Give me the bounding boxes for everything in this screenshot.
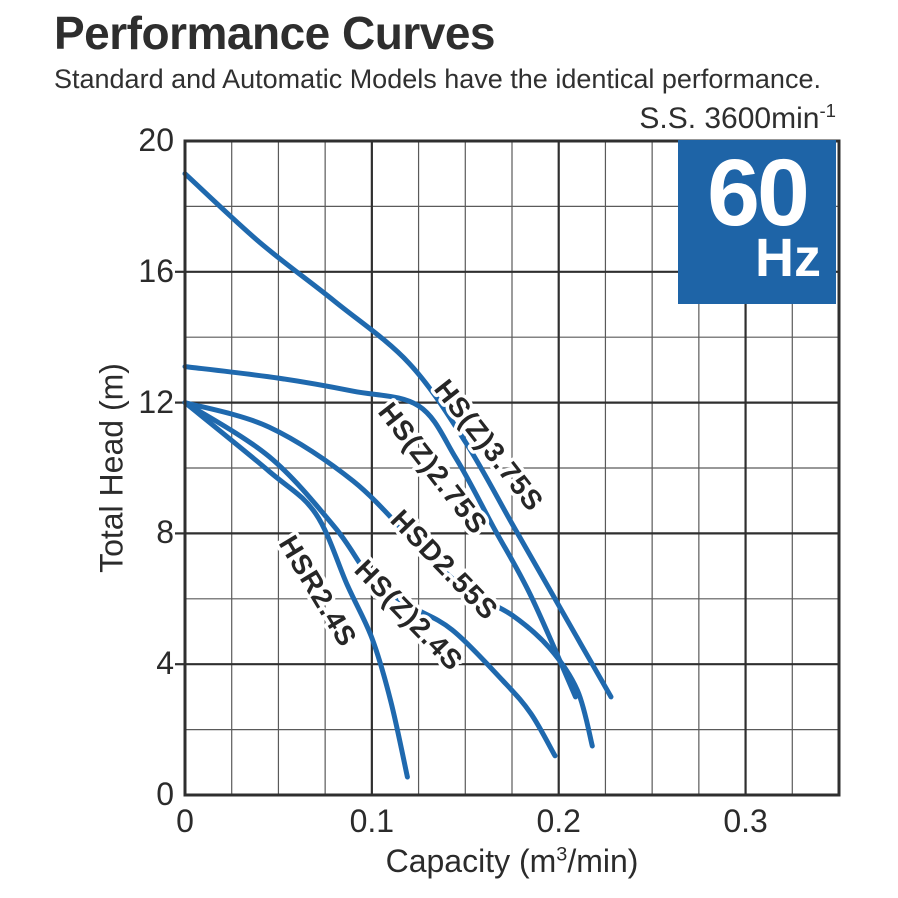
y-tick-label-16: 16 bbox=[138, 252, 174, 289]
plot-border bbox=[183, 139, 841, 797]
y-tick-label-8: 8 bbox=[156, 514, 174, 551]
curve-HSD2.55S bbox=[182, 400, 595, 749]
curve-HS(Z)2.4S bbox=[182, 400, 558, 759]
curve-HSR2.4S bbox=[182, 400, 410, 780]
x-axis-title-superscript: 3 bbox=[556, 843, 568, 866]
y-tick-label-4: 4 bbox=[156, 645, 174, 682]
hz-badge: 60 Hz bbox=[678, 140, 836, 304]
x-tick-label-0.2: 0.2 bbox=[536, 803, 581, 839]
x-axis-title: Capacity (m3/min) bbox=[185, 843, 839, 880]
speed-rating-text: S.S. 3600min bbox=[639, 102, 820, 135]
x-tick-label-0: 0 bbox=[176, 803, 194, 839]
hz-badge-value: 60 bbox=[707, 140, 810, 246]
y-tick-label-20: 20 bbox=[138, 122, 174, 158]
x-axis-title-suffix: /min) bbox=[567, 843, 639, 879]
page-title: Performance Curves bbox=[54, 7, 495, 59]
speed-rating-label: S.S. 3600min-1 bbox=[639, 100, 836, 136]
y-tick-label-0: 0 bbox=[156, 776, 174, 812]
page-subtitle: Standard and Automatic Models have the i… bbox=[54, 64, 821, 94]
y-tick-label-12: 12 bbox=[138, 383, 174, 420]
x-tick-label-0.1: 0.1 bbox=[349, 803, 395, 839]
curve-HS(Z)2.75S bbox=[182, 364, 578, 700]
x-axis-title-text: Capacity (m bbox=[385, 843, 557, 879]
y-axis-title: Total Head (m) bbox=[93, 363, 130, 573]
curve-HS(Z)3.75S bbox=[182, 171, 614, 700]
hz-badge-unit: Hz bbox=[755, 228, 821, 289]
speed-rating-superscript: -1 bbox=[819, 100, 836, 121]
x-tick-label-0.3: 0.3 bbox=[723, 803, 768, 839]
